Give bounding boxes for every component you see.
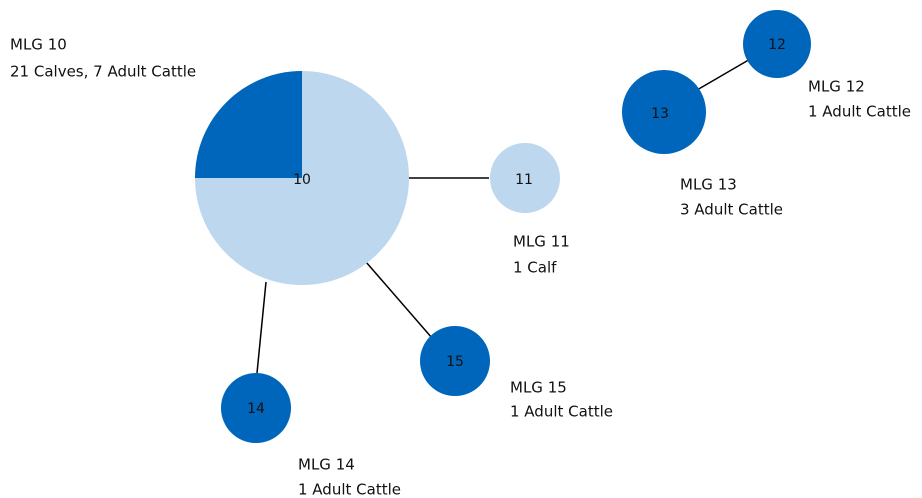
node-circle	[420, 326, 490, 396]
node-id: 15	[446, 354, 464, 370]
node-description: 21 Calves, 7 Adult Cattle	[10, 63, 196, 81]
node-description: 3 Adult Cattle	[680, 201, 783, 219]
node-title: MLG 12	[808, 78, 865, 96]
node-title: MLG 14	[298, 456, 355, 474]
node-circle	[221, 373, 291, 443]
node-id: 12	[768, 37, 786, 53]
node-description: 1 Adult Cattle	[510, 403, 613, 421]
node-circle	[743, 10, 811, 78]
edge	[365, 261, 433, 339]
node-id: 13	[651, 106, 669, 122]
node-title: MLG 15	[510, 379, 567, 397]
node-id: 14	[247, 401, 265, 417]
edge	[256, 281, 267, 374]
node-description: 1 Adult Cattle	[808, 103, 911, 121]
node-title: MLG 13	[680, 176, 737, 194]
node-description: 1 Calf	[513, 259, 557, 277]
edge	[696, 57, 753, 91]
node-id: 10	[293, 172, 311, 188]
node-description: 1 Adult Cattle	[298, 481, 401, 498]
node-title: MLG 10	[10, 36, 67, 54]
node-title: MLG 11	[513, 233, 570, 251]
node-circle	[622, 70, 706, 154]
node-id: 11	[515, 172, 533, 188]
pie-segment	[195, 71, 302, 178]
node-circle	[490, 143, 560, 213]
